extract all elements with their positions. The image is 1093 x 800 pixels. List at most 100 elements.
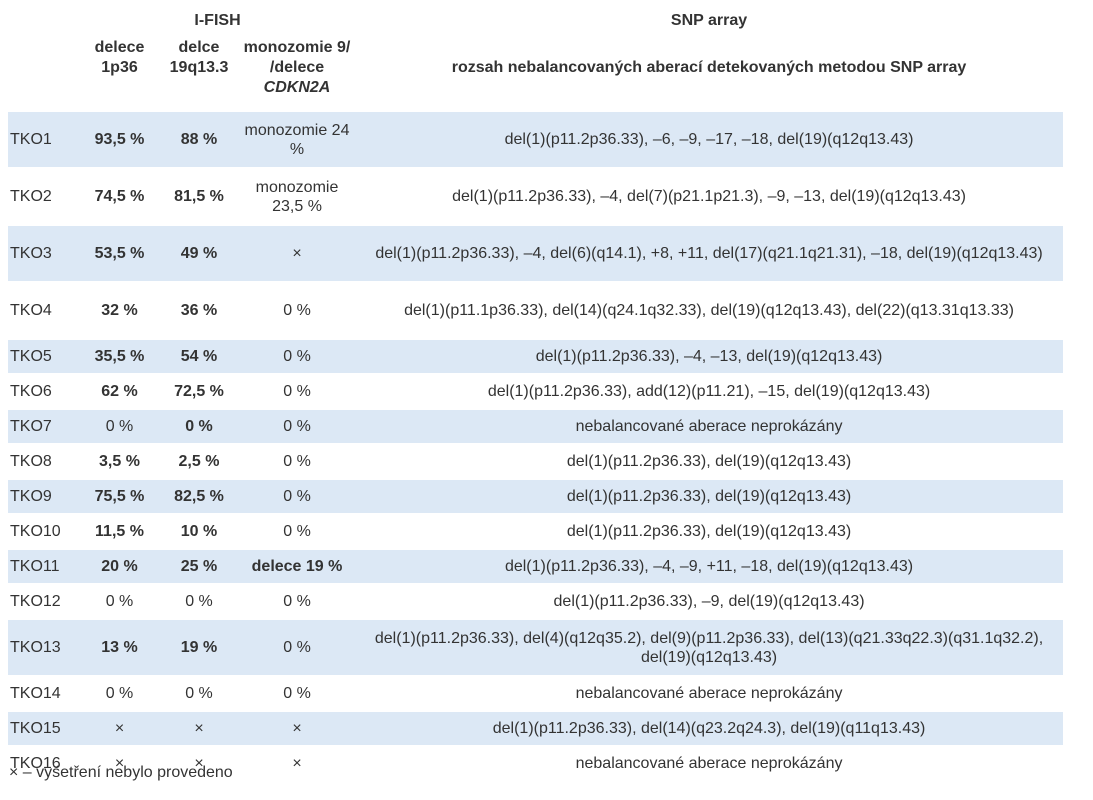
del-1p36-cell: 3,5 % <box>80 445 159 480</box>
sample-id-cell: TKO1 <box>8 112 80 169</box>
snp-range-cell: del(1)(p11.2p36.33), del(19)(q12q13.43) <box>355 480 1064 515</box>
del-1p36-cell: 75,5 % <box>80 480 159 515</box>
del-1p36-cell: 0 % <box>80 585 159 620</box>
del-19q13-cell: 0 % <box>159 585 239 620</box>
del-1p36-cell: 35,5 % <box>80 340 159 375</box>
snp-range-cell: del(1)(p11.2p36.33), del(19)(q12q13.43) <box>355 515 1064 550</box>
table-row: TKO1 93,5 % 88 % monozomie 24 % del(1)(p11.2… <box>8 112 1064 169</box>
del-19q13-cell: × <box>159 712 239 747</box>
del-1p36-cell: 0 % <box>80 410 159 445</box>
sample-id-cell: TKO5 <box>8 340 80 375</box>
sample-id-cell: TKO3 <box>8 226 80 283</box>
snp-range-cell: del(1)(p11.2p36.33), –4, del(7)(p21.1p21… <box>355 169 1064 226</box>
monosomy-9-cell: 0 % <box>239 410 356 445</box>
snp-group-header: SNP array <box>670 12 748 29</box>
del-1p36-cell: 11,5 % <box>80 515 159 550</box>
snp-range-cell: nebalancované aberace neprokázány <box>355 747 1064 782</box>
table-header: I-FISH SNP array delece 1p36 delce 19q13… <box>8 4 1063 112</box>
del-1p36-cell: 13 % <box>80 620 159 677</box>
snp-range-cell: del(1)(p11.2p36.33), del(19)(q12q13.43) <box>355 445 1064 480</box>
snp-range-cell: del(1)(p11.1p36.33), del(14)(q24.1q32.33… <box>355 283 1064 340</box>
sample-id-cell: TKO13 <box>8 620 80 677</box>
del-1p36-cell: 74,5 % <box>80 169 159 226</box>
del-1p36-cell: 32 % <box>80 283 159 340</box>
sample-id-cell: TKO11 <box>8 550 80 585</box>
monosomy-9-cell: 0 % <box>239 340 356 375</box>
col-header-monosomy-9: monozomie 9/ /delece CDKN2A <box>239 38 355 112</box>
monosomy-9-cell: × <box>239 226 356 283</box>
snp-range-cell: del(1)(p11.2p36.33), –9, del(19)(q12q13.… <box>355 585 1064 620</box>
monosomy-9-cell: × <box>239 747 356 782</box>
del-19q13-cell: 0 % <box>159 410 239 445</box>
del-19q13-cell: 2,5 % <box>159 445 239 480</box>
monosomy-9-cell: 0 % <box>239 585 356 620</box>
monosomy-9-cell: 0 % <box>239 283 356 340</box>
snp-range-cell: del(1)(p11.2p36.33), –4, –13, del(19)(q1… <box>355 340 1064 375</box>
sample-id-cell: TKO4 <box>8 283 80 340</box>
del-1p36-cell: 20 % <box>80 550 159 585</box>
snp-range-cell: del(1)(p11.2p36.33), –4, del(6)(q14.1), … <box>355 226 1064 283</box>
del-1p36-cell: 0 % <box>80 677 159 712</box>
table-row: TKO9 75,5 % 82,5 % 0 % del(1)(p11.2p36.33), … <box>8 480 1064 515</box>
snp-range-cell: del(1)(p11.2p36.33), –6, –9, –17, –18, d… <box>355 112 1064 169</box>
footnote: × – vyšetření nebylo provedeno <box>9 764 233 781</box>
table-row: TKO7 0 % 0 % 0 % nebalancované aberace nepro… <box>8 410 1064 445</box>
table-row: TKO8 3,5 % 2,5 % 0 % del(1)(p11.2p36.33), de… <box>8 445 1064 480</box>
del-1p36-cell: 62 % <box>80 375 159 410</box>
sample-id-cell: TKO15 <box>8 712 80 747</box>
sample-id-cell: TKO7 <box>8 410 80 445</box>
sample-id-cell: TKO12 <box>8 585 80 620</box>
table-row: TKO10 11,5 % 10 % 0 % del(1)(p11.2p36.33), d… <box>8 515 1064 550</box>
sample-id-cell: TKO9 <box>8 480 80 515</box>
del-1p36-cell: 93,5 % <box>80 112 159 169</box>
del-19q13-cell: 81,5 % <box>159 169 239 226</box>
ifish-group-header: I-FISH <box>194 12 241 29</box>
table-container: I-FISH SNP array delece 1p36 delce 19q13… <box>8 4 1064 782</box>
sample-id-cell: TKO16 <box>8 747 80 782</box>
monosomy-9-cell: × <box>239 712 356 747</box>
del-19q13-cell: 88 % <box>159 112 239 169</box>
table-row: TKO6 62 % 72,5 % 0 % del(1)(p11.2p36.33), ad… <box>8 375 1064 410</box>
table-row: TKO11 20 % 25 % delece 19 % del(1)(p11.2p36.… <box>8 550 1064 585</box>
del-1p36-cell: 53,5 % <box>80 226 159 283</box>
del-19q13-cell: × <box>159 747 239 782</box>
snp-range-cell: nebalancované aberace neprokázány <box>355 677 1064 712</box>
del-19q13-cell: 25 % <box>159 550 239 585</box>
del-19q13-cell: 0 % <box>159 677 239 712</box>
monosomy-9-cell: delece 19 % <box>239 550 356 585</box>
del-19q13-cell: 36 % <box>159 283 239 340</box>
sample-id-cell: TKO10 <box>8 515 80 550</box>
sample-id-cell: TKO8 <box>8 445 80 480</box>
sample-id-cell: TKO6 <box>8 375 80 410</box>
snp-range-cell: nebalancované aberace neprokázány <box>355 410 1064 445</box>
sample-id-cell: TKO2 <box>8 169 80 226</box>
del-19q13-cell: 10 % <box>159 515 239 550</box>
results-table: I-FISH SNP array delece 1p36 delce 19q13… <box>8 4 1064 782</box>
col-header-del-19q13: delce 19q13.3 <box>169 39 229 76</box>
del-19q13-cell: 19 % <box>159 620 239 677</box>
monosomy-9-cell: 0 % <box>239 515 356 550</box>
col-header-del-1p36: delece 1p36 <box>94 39 145 76</box>
table-row: TKO4 32 % 36 % 0 % del(1)(p11.1p36.33), del(… <box>8 283 1064 340</box>
del-19q13-cell: 54 % <box>159 340 239 375</box>
snp-range-cell: del(1)(p11.2p36.33), del(14)(q23.2q24.3)… <box>355 712 1064 747</box>
snp-range-cell: del(1)(p11.2p36.33), add(12)(p11.21), –1… <box>355 375 1064 410</box>
table-body: TKO1 93,5 % 88 % monozomie 24 % del(1)(p11.2… <box>8 112 1064 782</box>
table-row: TKO13 13 % 19 % 0 % del(1)(p11.2p36.33), del… <box>8 620 1064 677</box>
del-1p36-cell: × <box>80 712 159 747</box>
table-row: TKO15 × × × del(1)(p11.2p36.33), del(14)(q23… <box>8 712 1064 747</box>
monosomy-9-cell: 0 % <box>239 677 356 712</box>
del-19q13-cell: 72,5 % <box>159 375 239 410</box>
monosomy-9-cell: monozomie 23,5 % <box>239 169 356 226</box>
monosomy-9-cell: 0 % <box>239 480 356 515</box>
col-header-gene: CDKN2A <box>263 79 331 96</box>
col-header-snp-range: rozsah nebalancovaných aberací detekovan… <box>451 59 967 76</box>
table-row: TKO3 53,5 % 49 % × del(1)(p11.2p36.33), –4, … <box>8 226 1064 283</box>
snp-range-cell: del(1)(p11.2p36.33), –4, –9, +11, –18, d… <box>355 550 1064 585</box>
del-1p36-cell: × <box>80 747 159 782</box>
monosomy-9-cell: 0 % <box>239 375 356 410</box>
snp-range-cell: del(1)(p11.2p36.33), del(4)(q12q35.2), d… <box>355 620 1064 677</box>
monosomy-9-cell: 0 % <box>239 445 356 480</box>
sample-id-cell: TKO14 <box>8 677 80 712</box>
col-header-monosomy-line1: monozomie 9/ <box>243 39 351 56</box>
